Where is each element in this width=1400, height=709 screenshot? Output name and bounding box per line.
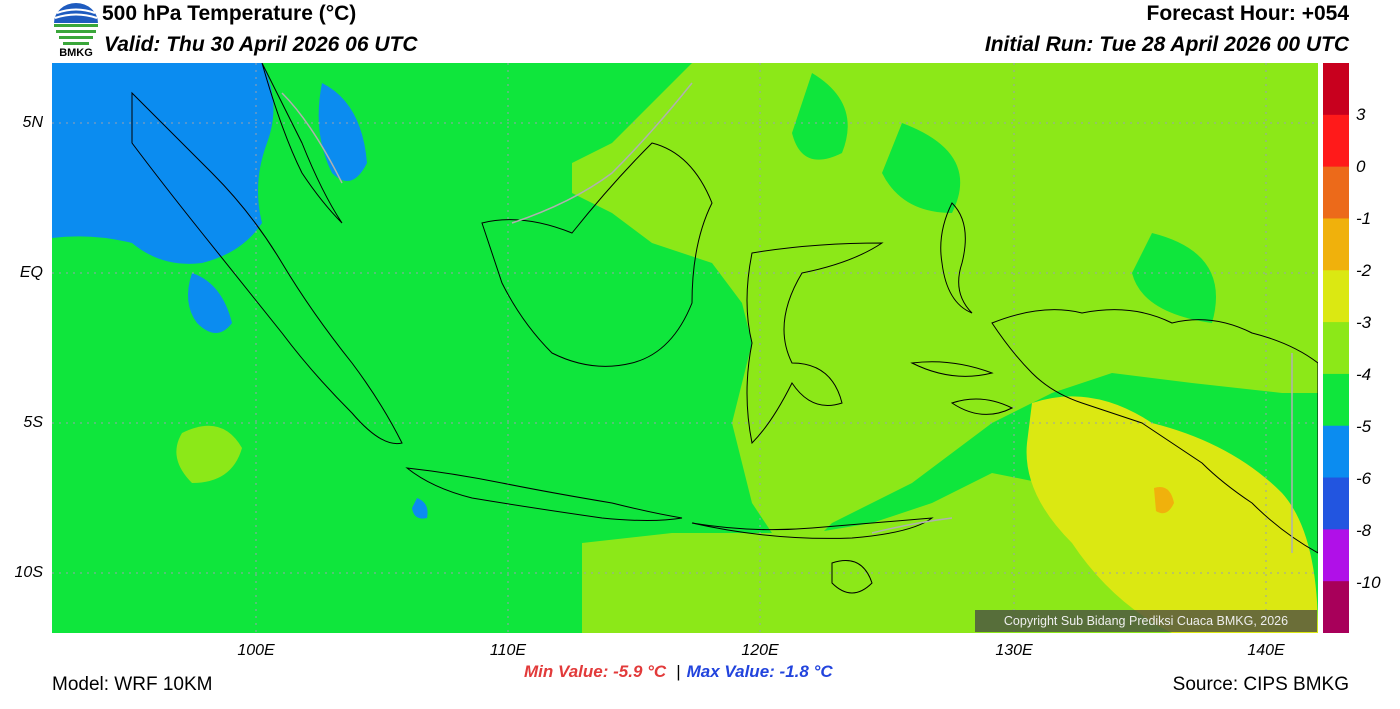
colorbar-label-minus1: -1 bbox=[1356, 209, 1372, 228]
lon-label-140e: 140E bbox=[1247, 642, 1285, 659]
colorbar-label-3: 3 bbox=[1356, 105, 1366, 124]
colorbar-box bbox=[1323, 529, 1349, 582]
colorbar-box bbox=[1323, 270, 1349, 323]
lat-label-10s: 10S bbox=[14, 564, 43, 581]
colorbar-box bbox=[1323, 373, 1349, 427]
lon-label-130e: 130E bbox=[995, 642, 1033, 659]
colorbar-box bbox=[1323, 63, 1349, 116]
max-value: Max Value: -1.8 °C bbox=[686, 662, 833, 681]
min-value: Min Value: -5.9 °C bbox=[524, 662, 667, 681]
colorbar-label-minus6: -6 bbox=[1356, 469, 1372, 488]
lon-label-120e: 120E bbox=[741, 642, 779, 659]
colorbar-box bbox=[1323, 114, 1349, 168]
bmkg-logo bbox=[51, 1, 101, 61]
value-separator: | bbox=[676, 662, 681, 681]
lon-label-100e: 100E bbox=[237, 642, 275, 659]
copyright-notice: Copyright Sub Bidang Prediksi Cuaca BMKG… bbox=[975, 610, 1317, 632]
model-label: Model: WRF 10KM bbox=[52, 674, 213, 695]
colorbar-label-minus2: -2 bbox=[1356, 261, 1372, 280]
min-max-values: Min Value: -5.9 °C | Max Value: -1.8 °C bbox=[524, 662, 833, 682]
colorbar-box bbox=[1323, 477, 1349, 530]
colorbar-box bbox=[1323, 322, 1349, 375]
colorbar-box bbox=[1323, 218, 1349, 271]
colorbar-label-minus5: -5 bbox=[1356, 417, 1372, 436]
colorbar-box bbox=[1323, 166, 1349, 219]
temperature-map bbox=[52, 63, 1318, 633]
colorbar-label-0: 0 bbox=[1356, 157, 1366, 176]
lat-label-eq: EQ bbox=[19, 264, 43, 281]
colorbar-label-minus8: -8 bbox=[1356, 521, 1372, 540]
source-label: Source: CIPS BMKG bbox=[1172, 674, 1349, 695]
colorbar-label-minus10: -10 bbox=[1356, 573, 1381, 592]
map-title: 500 hPa Temperature (°C) bbox=[102, 2, 357, 25]
initial-run: Initial Run: Tue 28 April 2026 00 UTC bbox=[984, 33, 1349, 56]
forecast-hour: Forecast Hour: +054 bbox=[1146, 2, 1350, 25]
logo-text: BMKG bbox=[59, 47, 93, 59]
temperature-colorbar bbox=[1323, 63, 1349, 633]
colorbar-box bbox=[1323, 425, 1349, 479]
colorbar-label-minus4: -4 bbox=[1356, 365, 1372, 384]
valid-time: Valid: Thu 30 April 2026 06 UTC bbox=[104, 33, 418, 56]
lon-label-110e: 110E bbox=[489, 642, 527, 659]
colorbar-label-minus3: -3 bbox=[1356, 313, 1372, 332]
lat-label-5s: 5S bbox=[23, 414, 43, 431]
colorbar-box bbox=[1323, 581, 1349, 633]
lat-label-5n: 5N bbox=[22, 114, 43, 131]
